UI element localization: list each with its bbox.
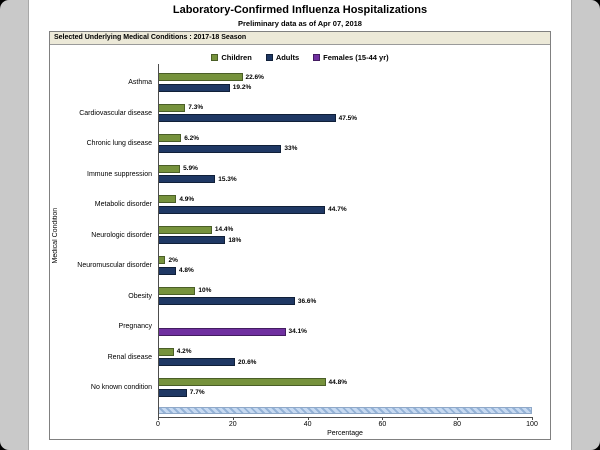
x-axis-tick-label: 40: [303, 420, 312, 428]
category-label-renal-disease: Renal disease: [107, 353, 152, 361]
chart-frame: Selected Underlying Medical Conditions :…: [49, 31, 551, 440]
bar-value-label: 4.8%: [178, 267, 194, 274]
bar-adults-asthma: [158, 83, 230, 92]
legend-swatch-females-15-44-yr: [313, 54, 321, 61]
x-axis-line: [158, 416, 533, 418]
bar-children-neurologic-disorder: [158, 225, 212, 234]
bar-value-label: 10%: [198, 287, 212, 294]
bar-children-asthma: [158, 73, 243, 81]
x-axis-tick-label: 100: [526, 420, 538, 428]
bar-value-label: 47.5%: [338, 114, 358, 122]
category-label-metabolic-disorder: Metabolic disorder: [94, 201, 152, 208]
bar-children-obesity: [158, 286, 196, 295]
bar-adults-obesity: [158, 297, 295, 305]
bar-value-label: 34.1%: [288, 328, 307, 335]
bar-value-label: 2%: [168, 256, 178, 264]
bar-value-label: 33%: [284, 145, 298, 152]
bar-value-label: 18%: [228, 236, 242, 244]
category-label-obesity: Obesity: [128, 292, 152, 300]
chart-subtitle: Preliminary data as of Apr 07, 2018: [238, 19, 362, 28]
bar-value-label: 19.2%: [232, 84, 252, 91]
bar-children-chronic-lung-disease: [158, 134, 182, 142]
legend-swatch-adults: [265, 54, 273, 61]
legend-label: Females (15-44 yr): [323, 53, 389, 62]
bar-value-label: 4.2%: [176, 348, 192, 355]
selected-conditions-header: Selected Underlying Medical Conditions :…: [50, 32, 550, 45]
bar-children-neuromuscular-disorder: [158, 256, 166, 264]
x-axis-tick: [532, 416, 533, 420]
category-label-chronic-lung-disease: Chronic lung disease: [86, 140, 152, 147]
legend-item-adults: Adults: [265, 53, 300, 62]
bar-adults-neuromuscular-disorder: [158, 266, 176, 275]
category-label-immune-suppression: Immune suppression: [87, 170, 152, 178]
bar-children-cardiovascular-disease: [158, 103, 186, 112]
category-label-neurologic-disorder: Neurologic disorder: [91, 231, 152, 239]
percentage-scrollbar[interactable]: [158, 406, 532, 414]
plot-area: Medical Condition Asthma Cardiovascular di…: [50, 32, 550, 439]
x-axis-tick: [158, 416, 159, 420]
bar-value-label: 7.7%: [189, 389, 205, 396]
x-axis-tick-label: 80: [453, 420, 462, 428]
legend-label: Adults: [275, 53, 300, 62]
y-axis-line: [158, 64, 159, 417]
bar-adults-no-known-condition: [158, 388, 187, 397]
x-axis-tick: [457, 416, 459, 420]
legend-label: Children: [221, 53, 252, 62]
x-axis-tick: [232, 416, 234, 420]
bar-children-renal-disease: [158, 347, 174, 356]
bar-value-label: 44.7%: [328, 206, 347, 213]
bar-adults-immune-suppression: [158, 175, 216, 183]
x-axis-tick-label: 60: [378, 420, 387, 428]
x-axis-tick: [382, 416, 384, 420]
bar-value-label: 5.9%: [183, 165, 198, 172]
category-label-no-known-condition: No known condition: [90, 384, 152, 391]
chart-title: Laboratory-Confirmed Influenza Hospitali…: [172, 4, 428, 16]
legend-item-children: Children: [211, 53, 252, 62]
bar-adults-cardiovascular-disease: [158, 114, 336, 122]
bar-value-label: 44.8%: [328, 378, 347, 386]
bar-adults-metabolic-disorder: [158, 205, 326, 214]
bar-adults-neurologic-disorder: [158, 236, 226, 244]
bar-value-label: 20.6%: [238, 358, 257, 366]
category-label-cardiovascular-disease: Cardiovascular disease: [79, 109, 152, 117]
category-label-neuromuscular-disorder: Neuromuscular disorder: [77, 262, 152, 269]
bar-value-label: 7.3%: [188, 104, 204, 111]
category-label-asthma: Asthma: [128, 79, 152, 86]
bar-value-label: 36.6%: [297, 297, 317, 305]
bar-females-15-44-yr-pregnancy: [158, 327, 286, 336]
legend-item-females-15-44-yr: Females (15-44 yr): [313, 53, 389, 62]
legend-swatch-children: [211, 54, 219, 61]
bar-value-label: 15.3%: [218, 175, 237, 183]
bar-children-no-known-condition: [158, 378, 326, 386]
bar-children-immune-suppression: [158, 164, 181, 173]
legend: Children Adults Females (15-44 yr): [50, 48, 550, 66]
bar-children-metabolic-disorder: [158, 195, 177, 203]
bar-value-label: 4.9%: [179, 195, 195, 203]
bar-adults-chronic-lung-disease: [158, 144, 282, 153]
x-axis-tick-label: 20: [228, 420, 237, 428]
x-axis-tick-label: 0: [156, 420, 160, 428]
x-axis-label: Percentage: [327, 429, 363, 437]
bar-value-label: 6.2%: [184, 134, 200, 142]
bar-value-label: 14.4%: [214, 226, 234, 233]
x-axis-tick: [307, 416, 309, 420]
report-page: Laboratory-Confirmed Influenza Hospitali…: [28, 0, 572, 450]
bar-adults-renal-disease: [158, 358, 236, 366]
bar-value-label: 22.6%: [245, 73, 264, 81]
category-label-pregnancy: Pregnancy: [118, 323, 152, 330]
